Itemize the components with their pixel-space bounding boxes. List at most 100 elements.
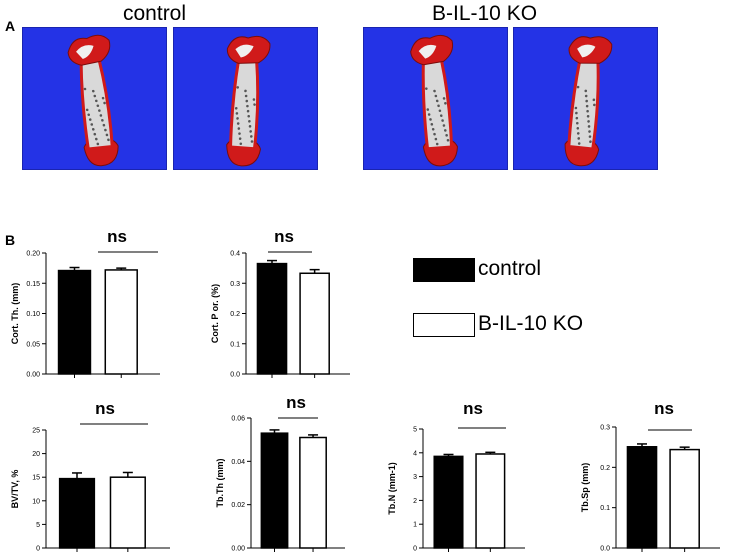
bone-texture-dot (247, 114, 251, 118)
bone-texture-dot (575, 111, 578, 115)
bone-texture-dot (250, 135, 253, 138)
bone-texture-dot (99, 114, 103, 117)
bone-texture-dot (435, 142, 439, 146)
bone-texture-dot (83, 87, 87, 91)
bone-texture-dot (96, 104, 100, 108)
bone-head-highlight (418, 44, 437, 59)
bone-texture-dot (576, 121, 579, 125)
y-tick-label: 0.1 (600, 505, 610, 512)
bone-texture-dot (434, 137, 438, 141)
control-group-title: control (123, 2, 187, 25)
bone-texture-dot (88, 118, 92, 121)
y-tick-label: 1 (413, 522, 417, 529)
bone-texture-dot (244, 89, 247, 93)
bone-texture-dot (576, 85, 580, 89)
bar-control (58, 477, 96, 549)
bone-texture-dot (101, 96, 105, 100)
y-tick-label: 2 (413, 498, 417, 505)
microct-scan-ko-1 (363, 27, 508, 170)
y-tick-label: 0.0 (230, 372, 240, 379)
y-axis-label: Tb.N (mm-1) (387, 462, 397, 515)
bar-control (433, 455, 464, 549)
bone-texture-dot (104, 128, 107, 132)
bone-texture-dot (592, 98, 596, 102)
bone-texture-dot (585, 99, 588, 103)
legend-label-ko: B-IL-10 KO (478, 312, 584, 335)
bone-texture-dot (431, 127, 435, 131)
bone-texture-dot (576, 132, 580, 135)
chart-2: 0 5 10 15 20 25 BV/TV, % ns (10, 399, 170, 553)
y-tick-label: 0 (36, 546, 40, 553)
bone-texture-dot (435, 99, 439, 103)
y-tick-label: 0.3 (230, 281, 240, 288)
bone-texture-dot (236, 117, 239, 120)
significance-label: ns (95, 399, 115, 418)
bone-texture-dot (577, 142, 581, 145)
bone-texture-dot (593, 103, 596, 107)
legend-swatch-ko (413, 313, 475, 337)
bar-control (626, 446, 658, 549)
bone-texture-dot (244, 94, 248, 98)
bar-ko (475, 453, 506, 549)
bone-texture-dot (90, 123, 94, 126)
y-tick-label: 0.00 (231, 546, 245, 553)
bone-texture-dot (103, 101, 106, 105)
bone-texture-dot (442, 124, 446, 127)
bar-ko (109, 476, 146, 549)
bone-texture-dot (236, 86, 240, 89)
y-tick-label: 0.04 (231, 459, 245, 466)
bone-texture-dot (85, 108, 89, 112)
y-tick-label: 4 (413, 450, 417, 457)
y-tick-label: 3 (413, 474, 417, 481)
y-axis-label: BV/TV, % (10, 470, 20, 509)
y-tick-label: 20 (32, 451, 40, 458)
bar-control (256, 262, 288, 375)
bone-texture-dot (588, 135, 592, 138)
bone-texture-dot (444, 102, 447, 105)
bone-texture-dot (445, 134, 448, 137)
bone-texture-dot (98, 109, 101, 112)
bar-ko (669, 448, 700, 549)
panel-b-label: B (5, 232, 16, 248)
microct-scan-control-2 (173, 27, 318, 170)
y-tick-label: 5 (413, 427, 417, 434)
bone-texture-dot (426, 108, 430, 111)
bone-texture-dot (585, 104, 589, 108)
y-axis-label: Tb.Th (mm) (215, 459, 225, 508)
bone-texture-dot (427, 113, 431, 116)
chart-4: 0 1 2 3 4 5 Tb.N (mm-1) ns (387, 399, 525, 553)
bone-texture-dot (433, 89, 436, 93)
bone-texture-dot (586, 109, 589, 113)
bone-texture-dot (87, 113, 91, 117)
bone-texture-dot (584, 94, 588, 98)
bone-texture-dot (439, 114, 443, 117)
bone-shaft (567, 57, 600, 151)
panel-a-label: A (5, 18, 16, 34)
bar-control (57, 269, 92, 375)
bone-head-highlight (76, 45, 94, 60)
bone-rendering (67, 34, 119, 167)
y-tick-label: 0.0 (600, 546, 610, 553)
bone-texture-dot (589, 140, 592, 144)
chart-3: 0.00 0.02 0.04 0.06 Tb.Th (mm) ns (215, 393, 345, 553)
bone-texture-dot (102, 123, 106, 127)
microct-scan-control-1 (22, 27, 167, 170)
y-tick-label: 0.20 (26, 251, 40, 258)
bone-texture-dot (433, 132, 436, 136)
y-tick-label: 0.2 (600, 465, 610, 472)
y-tick-label: 15 (32, 475, 40, 482)
bone-texture-dot (236, 122, 240, 125)
bone-texture-dot (252, 98, 256, 101)
bar-ko (299, 436, 327, 549)
bone-texture-dot (588, 130, 591, 133)
legend-swatch-control (413, 258, 475, 282)
bone-texture-dot (95, 137, 98, 141)
y-tick-label: 0.05 (26, 341, 40, 348)
ko-group-title: B-IL-10 KO (432, 2, 538, 25)
bone-texture-dot (430, 123, 434, 126)
bone-texture-dot (238, 137, 242, 140)
bone-head-highlight (577, 44, 596, 58)
bone-texture-dot (249, 130, 252, 133)
bar-control (260, 432, 289, 549)
